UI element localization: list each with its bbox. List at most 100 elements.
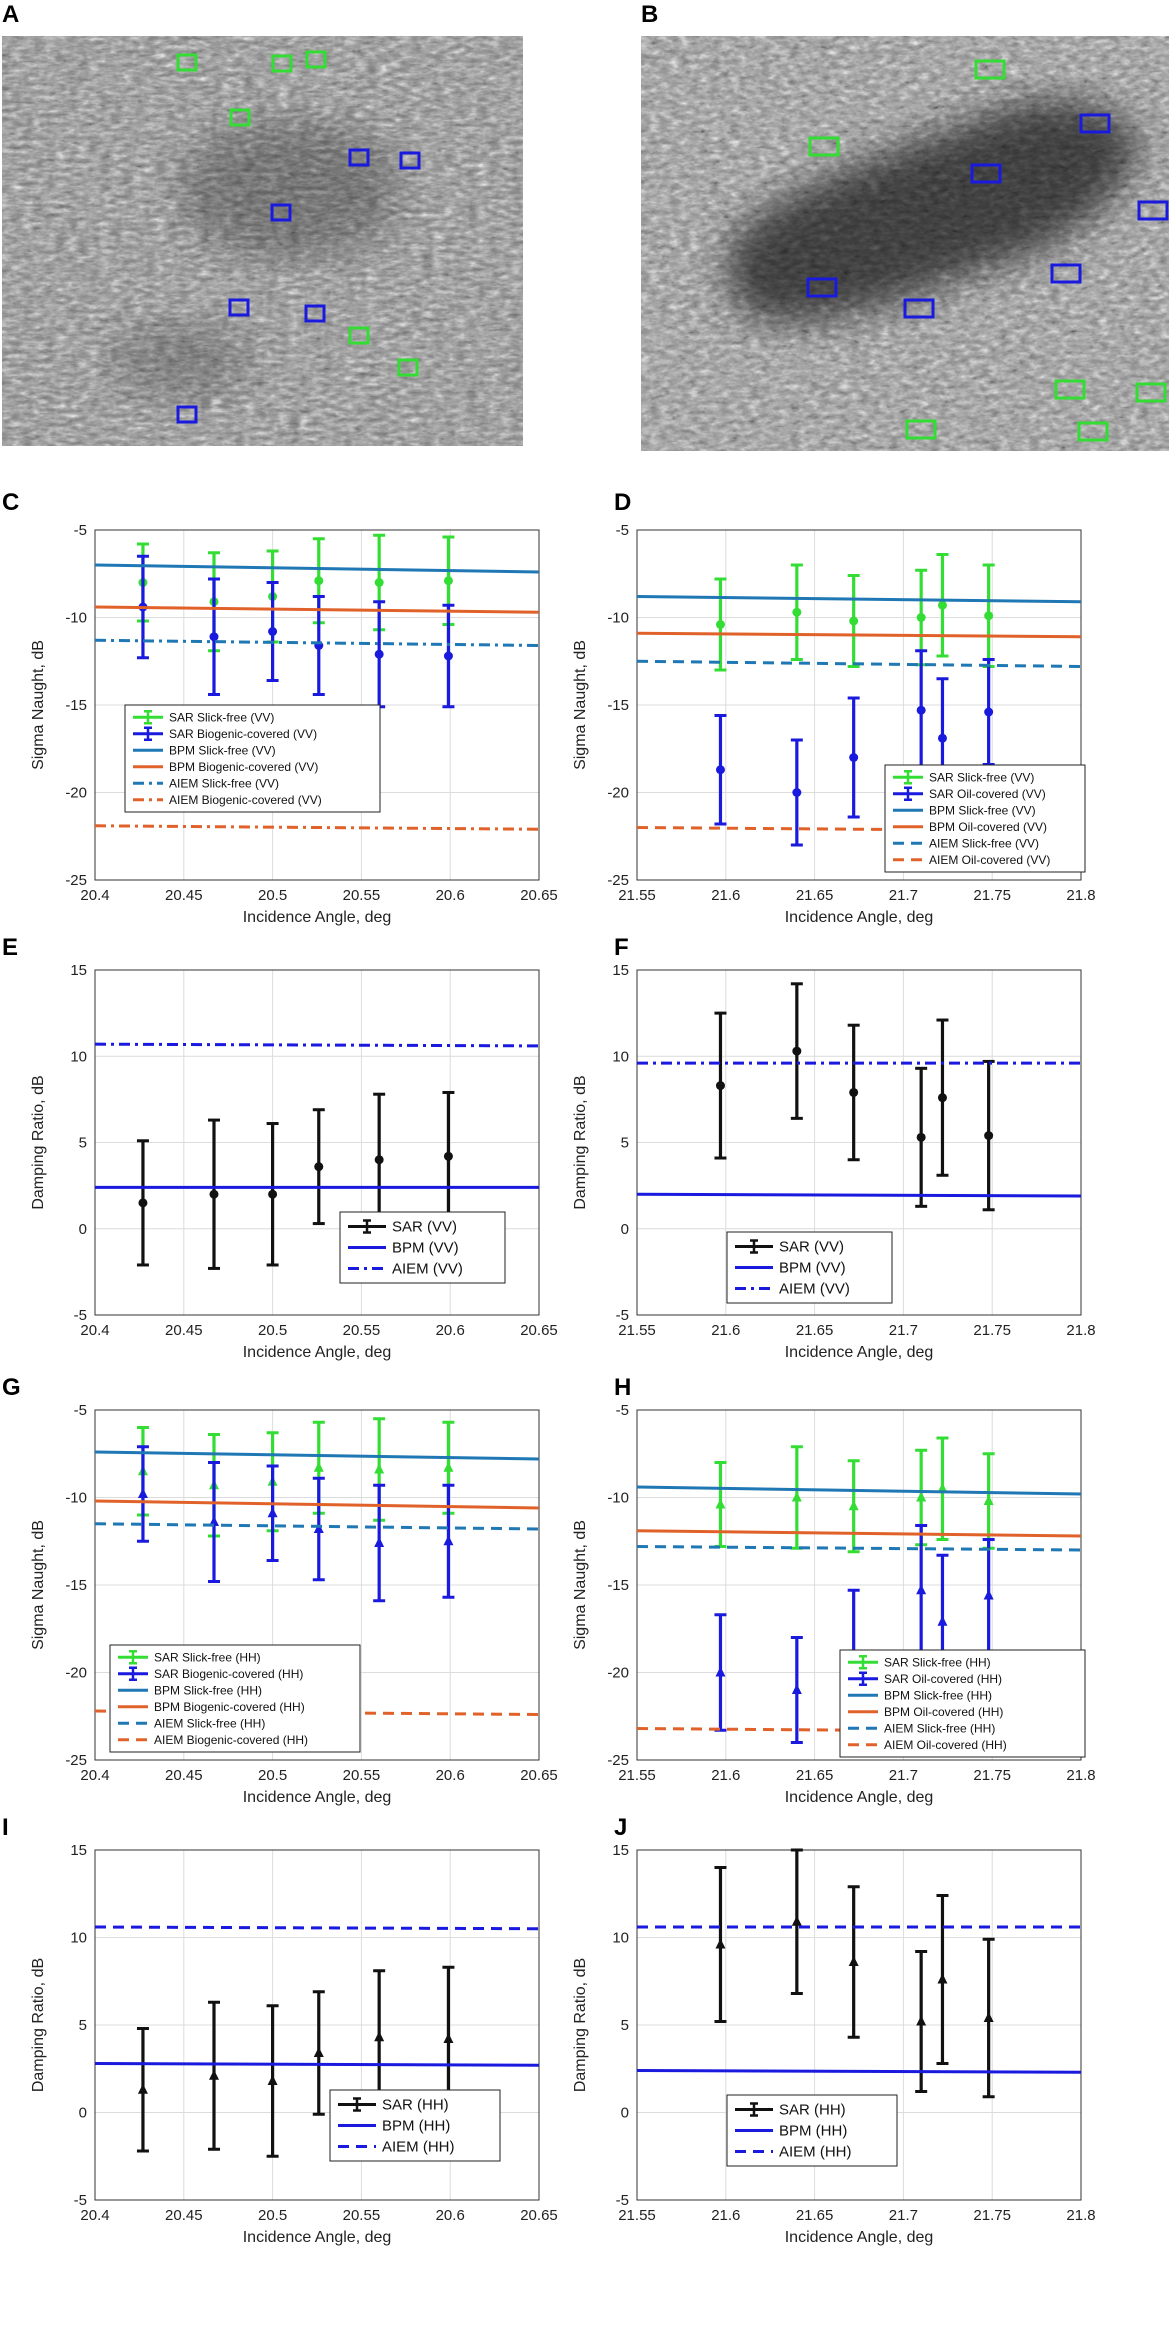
data-point	[937, 1482, 948, 1493]
y-tick-label: 15	[70, 962, 87, 979]
data-point	[916, 2015, 927, 2026]
panel-label: C	[2, 489, 19, 516]
y-tick-label: -15	[607, 1577, 629, 1594]
series-2	[94, 1042, 540, 1048]
data-point	[715, 1938, 726, 1949]
y-tick-label: 5	[621, 2017, 629, 2034]
y-tick-label: 15	[612, 1842, 629, 1859]
model-line	[636, 595, 1082, 604]
x-tick-label: 20.55	[343, 1322, 381, 1339]
model-line	[94, 1925, 540, 1931]
blue-roi-box	[970, 163, 1002, 184]
legend-label: AIEM Slick-free (HH)	[154, 1716, 265, 1730]
x-tick-label: 20.55	[343, 1767, 381, 1784]
legend-label: SAR Oil-covered (VV)	[929, 787, 1046, 801]
sar-image-b: B	[641, 1, 1169, 451]
legend-label: SAR Oil-covered (HH)	[884, 1672, 1002, 1686]
blue-roi-box	[1079, 113, 1111, 134]
data-point	[268, 1189, 278, 1199]
axes-frame	[636, 969, 1082, 1316]
axes-frame	[94, 1849, 540, 2201]
sar-image-a: A	[2, 1, 523, 446]
x-tick-label: 21.8	[1066, 2207, 1095, 2224]
x-tick-label: 20.45	[165, 1767, 203, 1784]
model-line	[636, 2069, 1082, 2074]
x-tick-label: 20.6	[436, 887, 465, 904]
x-tick-label: 21.65	[796, 887, 834, 904]
x-tick-label: 20.5	[258, 1322, 287, 1339]
green-roi-box	[1135, 382, 1167, 403]
x-axis-label: Incidence Angle, deg	[243, 1789, 392, 1806]
data-point	[443, 1461, 454, 1472]
x-tick-label: 21.55	[618, 2207, 656, 2224]
data-point	[374, 1537, 385, 1547]
panel-label: G	[2, 1374, 21, 1401]
x-tick-label: 21.6	[711, 2207, 740, 2224]
y-tick-label: -25	[607, 872, 629, 889]
y-tick-label: 15	[70, 1842, 87, 1859]
series-3	[636, 631, 1082, 639]
panel-label: A	[2, 1, 19, 28]
y-tick-label: 10	[612, 1048, 629, 1065]
legend-box	[124, 704, 381, 813]
y-tick-label: -5	[616, 522, 629, 539]
data-point	[984, 1131, 994, 1141]
y-axis-label: Damping Ratio, dB	[572, 1958, 589, 2092]
legend-label: AIEM Oil-covered (HH)	[884, 1738, 1007, 1752]
y-tick-label: -25	[607, 1752, 629, 1769]
x-tick-label: 20.5	[258, 887, 287, 904]
y-tick-label: -5	[74, 522, 87, 539]
data-point	[792, 607, 802, 617]
x-tick-label: 21.55	[618, 1767, 656, 1784]
chart-i: I 20.4 20.45 20.5 20.55 20.6 20.65 -5 0 5 10 15 Inci…	[2, 1814, 558, 2246]
y-axis-label: Damping Ratio, dB	[572, 1075, 589, 1209]
blue-roi-box	[304, 304, 326, 323]
panel-label: J	[614, 1814, 627, 1841]
x-tick-label: 20.5	[258, 1767, 287, 1784]
series-1	[636, 1192, 1082, 1198]
series-1	[94, 2062, 540, 2067]
x-tick-label: 20.65	[520, 887, 558, 904]
data-point	[443, 576, 453, 586]
blue-roi-box	[176, 405, 198, 424]
x-tick-label: 20.5	[258, 2207, 287, 2224]
y-tick-label: 15	[612, 962, 629, 979]
x-tick-label: 21.7	[889, 2207, 918, 2224]
y-axis-label: Damping Ratio, dB	[30, 1075, 47, 1209]
data-point	[937, 733, 947, 743]
data-point	[984, 707, 994, 717]
panel-label: E	[2, 934, 18, 961]
data-point	[374, 2031, 385, 2042]
series-4	[636, 659, 1082, 668]
axes-frame	[94, 969, 540, 1316]
x-axis-label: Incidence Angle, deg	[785, 2229, 934, 2246]
panel-label: D	[614, 489, 631, 516]
series-2	[94, 1925, 540, 1931]
legend-label: BPM Slick-free (HH)	[884, 1688, 992, 1702]
blue-roi-box	[1137, 200, 1169, 221]
chart-h: H 21.55 21.6 21.65 21.7 21.75 21.8 -25 -20 -15 -10…	[572, 1374, 1096, 1806]
model-line	[94, 1522, 540, 1531]
data-point	[916, 613, 926, 622]
data-point	[268, 627, 278, 636]
series-0	[136, 1090, 455, 1270]
x-axis-label: Incidence Angle, deg	[243, 2229, 392, 2246]
chart-g: G 20.4 20.45 20.5 20.55 20.6 20.65 -25 -20 -15 -10…	[2, 1374, 558, 1806]
green-roi-box	[229, 108, 251, 127]
data-point	[937, 600, 947, 610]
series-3	[94, 605, 540, 614]
data-point	[791, 1491, 802, 1502]
y-tick-label: 0	[79, 2105, 87, 2122]
series-1	[136, 554, 455, 709]
data-point	[137, 1488, 148, 1498]
legend-label: BPM Oil-covered (HH)	[884, 1705, 1003, 1719]
data-point	[313, 1523, 324, 1533]
x-axis-label: Incidence Angle, deg	[785, 1344, 934, 1361]
series-2	[636, 1485, 1082, 1496]
x-tick-label: 21.75	[973, 1322, 1011, 1339]
y-tick-label: -5	[616, 2192, 629, 2209]
legend-label: AIEM Slick-free (VV)	[169, 776, 279, 790]
y-tick-label: 10	[612, 1930, 629, 1947]
green-roi-box	[305, 50, 327, 69]
data-point	[374, 649, 384, 659]
